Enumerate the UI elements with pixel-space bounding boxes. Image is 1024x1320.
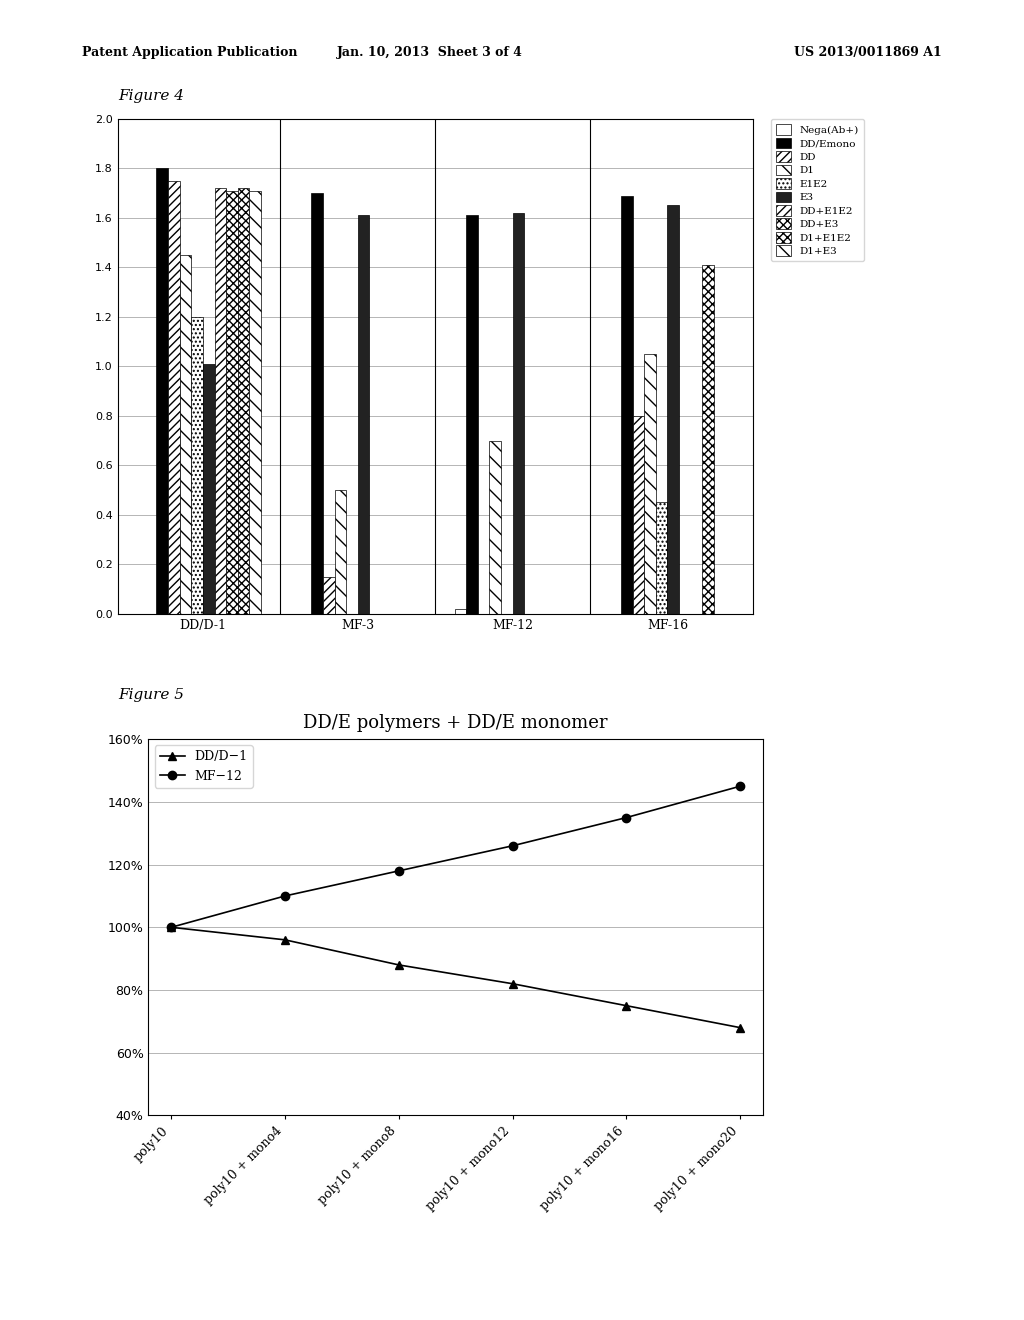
Line: DD/D−1: DD/D−1 — [167, 923, 744, 1032]
Bar — [215, 187, 226, 614]
MF−12 — [734, 779, 746, 795]
Text: US 2013/0011869 A1: US 2013/0011869 A1 — [795, 46, 942, 59]
Bar — [250, 190, 261, 614]
Bar — [644, 354, 655, 614]
Bar — [157, 168, 168, 614]
Bar — [668, 206, 679, 614]
Line: MF−12: MF−12 — [167, 781, 744, 932]
Bar — [191, 317, 203, 614]
DD/D−1 — [279, 932, 291, 948]
Bar — [168, 181, 179, 614]
Bar — [655, 503, 668, 614]
Bar — [466, 215, 478, 614]
MF−12 — [621, 809, 633, 825]
DD/D−1 — [392, 957, 404, 973]
Bar — [489, 441, 501, 614]
Bar — [335, 490, 346, 614]
Bar — [323, 577, 335, 614]
MF−12 — [507, 838, 519, 854]
Text: Patent Application Publication: Patent Application Publication — [82, 46, 297, 59]
Text: Figure 4: Figure 4 — [118, 88, 183, 103]
Text: Figure 5: Figure 5 — [118, 688, 183, 702]
Bar — [702, 265, 714, 614]
DD/D−1 — [165, 920, 177, 936]
Bar — [357, 215, 370, 614]
Bar — [633, 416, 644, 614]
Text: Jan. 10, 2013  Sheet 3 of 4: Jan. 10, 2013 Sheet 3 of 4 — [337, 46, 523, 59]
Bar — [621, 195, 633, 614]
MF−12 — [392, 863, 404, 879]
MF−12 — [165, 920, 177, 936]
Bar — [203, 364, 215, 614]
Bar — [513, 213, 524, 614]
Bar — [226, 190, 238, 614]
Bar — [311, 193, 323, 614]
Title: DD/E polymers + DD/E monomer: DD/E polymers + DD/E monomer — [303, 714, 608, 733]
Bar — [179, 255, 191, 614]
Bar — [455, 609, 466, 614]
DD/D−1 — [507, 975, 519, 991]
Legend: DD/D−1, MF−12: DD/D−1, MF−12 — [155, 746, 253, 788]
Legend: Nega(Ab+), DD/Emono, DD, D1, E1E2, E3, DD+E1E2, DD+E3, D1+E1E2, D1+E3: Nega(Ab+), DD/Emono, DD, D1, E1E2, E3, D… — [770, 119, 864, 261]
DD/D−1 — [621, 998, 633, 1014]
MF−12 — [279, 888, 291, 904]
DD/D−1 — [734, 1019, 746, 1035]
Bar — [238, 187, 250, 614]
